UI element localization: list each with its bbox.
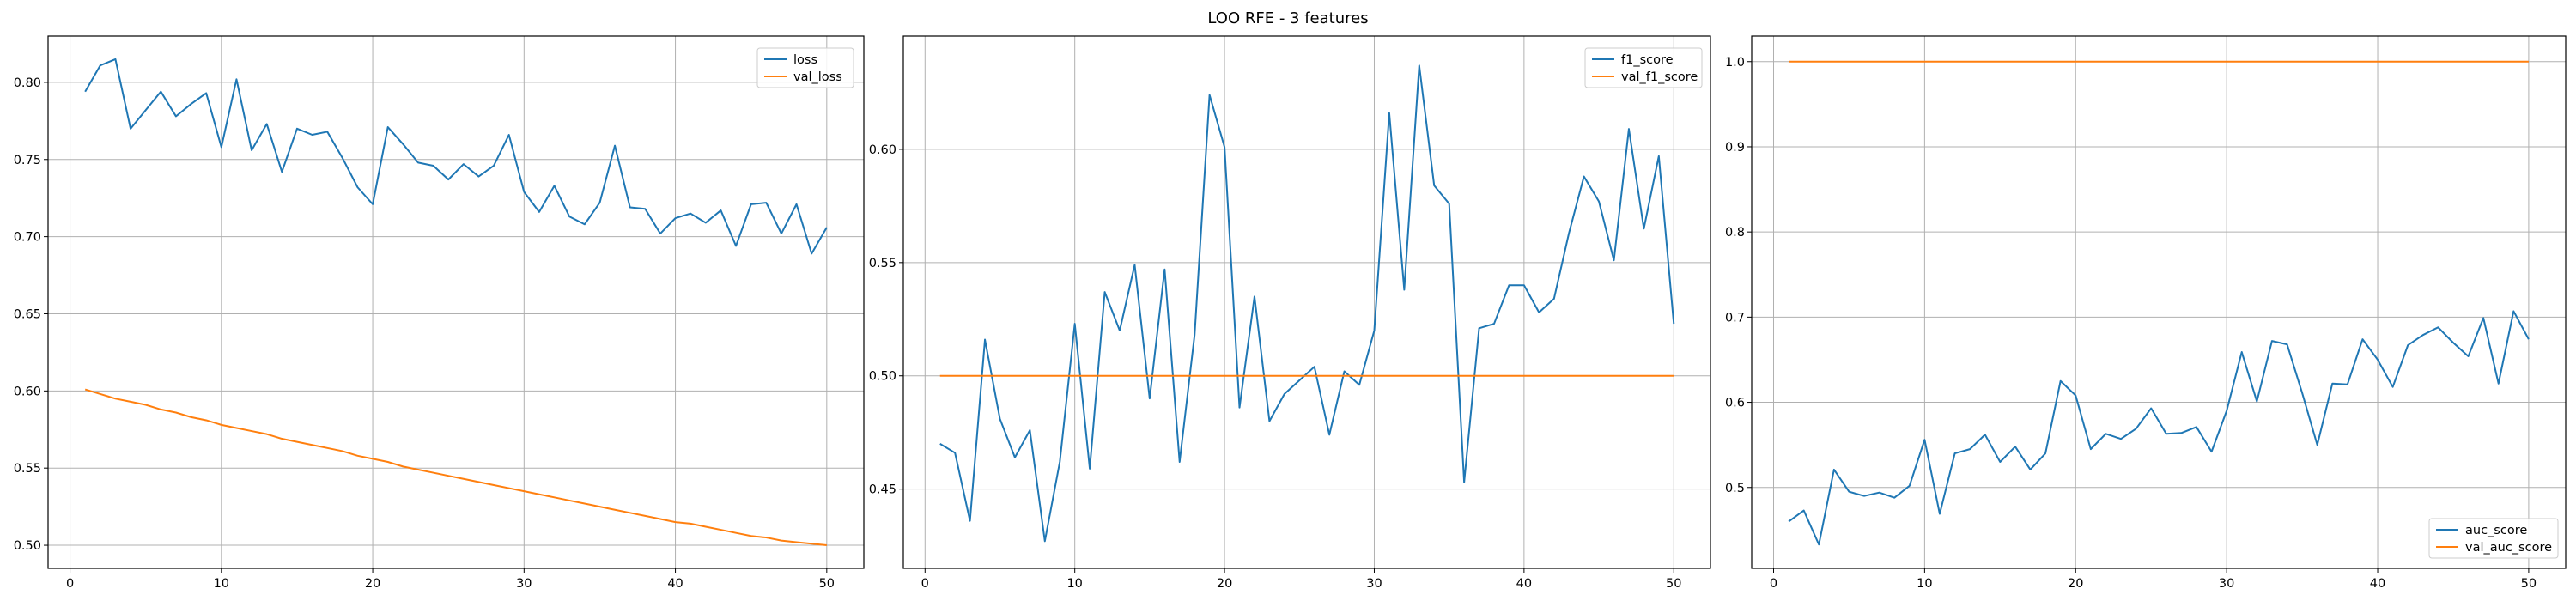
x-tick-label: 30 bbox=[2219, 577, 2234, 591]
series-line-f1_score bbox=[939, 64, 1675, 543]
axes-container: 0 10 20 30 40 500.500.550.600.650.700.750.80l… bbox=[14, 35, 2567, 591]
chart-panel-2: 0 10 20 30 40 50 0.45 0.50 0.55 0.60 f1_score val_f… bbox=[869, 35, 1711, 591]
legend: f1_score val_f1_score bbox=[1584, 47, 1703, 88]
legend-entry: loss bbox=[793, 53, 817, 67]
legend-box bbox=[2428, 518, 2559, 559]
x-tick-label: 40 bbox=[667, 577, 683, 591]
x-tick-label: 40 bbox=[2370, 577, 2385, 591]
x-tick-label: 10 bbox=[1066, 577, 1082, 591]
y-tick-label: 0.8 bbox=[1725, 226, 1745, 240]
chart-panel-3: 0 10 20 30 40 50 0.5 0.6 0.7 0.8 0.9 1.0 auc_scoreva… bbox=[1725, 35, 2567, 591]
x-tick-label: 20 bbox=[1217, 577, 1232, 591]
x-tick-label: 30 bbox=[516, 577, 532, 591]
legend-entry: f1_score bbox=[1621, 53, 1674, 67]
x-tick-label: 50 bbox=[2521, 577, 2537, 591]
legend-entry: val_auc_score bbox=[2465, 541, 2552, 555]
y-tick-label: 0.5 bbox=[1725, 482, 1745, 495]
legend-box bbox=[1584, 47, 1703, 88]
x-tick-label: 20 bbox=[365, 577, 380, 591]
y-tick-label: 0.60 bbox=[869, 143, 896, 157]
x-tick-label: 50 bbox=[1666, 577, 1681, 591]
series-line-val_loss bbox=[84, 388, 827, 547]
y-tick-label: 0.75 bbox=[14, 154, 41, 167]
legend: loss val_loss bbox=[756, 47, 854, 88]
y-tick-label: 0.50 bbox=[869, 370, 896, 384]
y-tick-label: 0.55 bbox=[869, 257, 896, 270]
y-tick-label: 0.65 bbox=[14, 307, 41, 321]
axes-frame bbox=[1751, 35, 2567, 569]
series-line-auc_score bbox=[1788, 310, 2530, 546]
x-tick-label: 0 bbox=[66, 577, 74, 591]
figure-title: LOO RFE - 3 features bbox=[1207, 9, 1368, 27]
x-tick-label: 50 bbox=[819, 577, 835, 591]
axes-frame bbox=[902, 35, 1711, 569]
legend-entry: val_f1_score bbox=[1621, 70, 1698, 84]
y-tick-label: 0.50 bbox=[14, 539, 41, 553]
y-tick-label: 0.9 bbox=[1725, 141, 1745, 155]
x-tick-label: 40 bbox=[1516, 577, 1532, 591]
chart-panel-1: 0 10 20 30 40 50 0.50 0.55 0.60 0.65 0.70 0.75 0.80 l… bbox=[14, 35, 865, 591]
x-tick-label: 0 bbox=[1770, 577, 1777, 591]
legend: auc_score val_auc_score bbox=[2428, 518, 2559, 559]
legend-entry: val_loss bbox=[793, 70, 842, 84]
y-tick-label: 0.7 bbox=[1725, 311, 1745, 325]
y-tick-label: 0.60 bbox=[14, 385, 41, 398]
x-tick-label: 10 bbox=[214, 577, 229, 591]
y-tick-label: 0.6 bbox=[1725, 397, 1745, 410]
y-tick-label: 1.0 bbox=[1725, 56, 1745, 70]
x-tick-label: 10 bbox=[1917, 577, 1932, 591]
axes-frame bbox=[47, 35, 865, 569]
x-tick-label: 20 bbox=[2068, 577, 2083, 591]
y-tick-label: 0.80 bbox=[14, 76, 41, 90]
legend-box bbox=[756, 47, 854, 88]
y-tick-label: 0.45 bbox=[869, 483, 896, 497]
x-tick-label: 0 bbox=[921, 577, 929, 591]
y-tick-label: 0.55 bbox=[14, 462, 41, 476]
y-tick-label: 0.70 bbox=[14, 231, 41, 245]
x-tick-label: 30 bbox=[1366, 577, 1382, 591]
legend-entry: auc_score bbox=[2465, 524, 2527, 537]
series-line-loss bbox=[84, 58, 828, 255]
